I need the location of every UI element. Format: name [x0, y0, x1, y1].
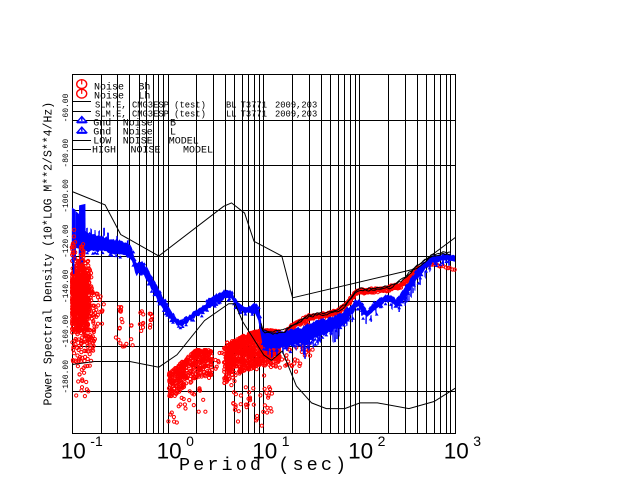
svg-text:L: L	[170, 128, 176, 139]
svg-text:-180.00: -180.00	[62, 360, 71, 394]
svg-text:-1: -1	[90, 433, 103, 449]
svg-text:Period (sec): Period (sec)	[179, 455, 349, 476]
svg-text:-80.00: -80.00	[62, 139, 71, 168]
svg-text:HIGH: HIGH	[92, 146, 116, 157]
svg-text:B: B	[170, 119, 176, 130]
svg-text:MODEL: MODEL	[183, 146, 213, 157]
svg-text:Bh: Bh	[138, 81, 150, 93]
svg-text:Power Spectral Density (10*LOG: Power Spectral Density (10*LOG M**2/S**4…	[43, 102, 56, 406]
svg-text:1: 1	[282, 433, 290, 449]
svg-text:NOISE: NOISE	[131, 146, 161, 157]
svg-text:NOISE: NOISE	[123, 137, 153, 148]
svg-text:Lh: Lh	[138, 90, 150, 102]
svg-text:MODEL: MODEL	[169, 137, 199, 148]
svg-text:10: 10	[348, 439, 373, 464]
svg-text:0: 0	[186, 433, 194, 449]
svg-text:SLM.E, CMG3ESP (test): SLM.E, CMG3ESP (test)	[95, 101, 206, 111]
svg-text:Noise: Noise	[123, 118, 153, 130]
svg-text:Gnd: Gnd	[93, 127, 111, 139]
svg-text:3: 3	[473, 433, 481, 449]
svg-text:2009,203: 2009,203	[275, 101, 317, 111]
svg-text:SLM.E, CMG3ESP (test): SLM.E, CMG3ESP (test)	[95, 110, 206, 120]
svg-text:Gnd: Gnd	[93, 118, 111, 130]
svg-text:-140.00: -140.00	[62, 269, 71, 303]
svg-text:Noise: Noise	[94, 90, 124, 102]
svg-text:10: 10	[61, 439, 86, 464]
svg-text:T3771: T3771	[241, 110, 267, 120]
svg-text:-100.00: -100.00	[62, 179, 71, 213]
svg-text:2: 2	[378, 433, 386, 449]
svg-text:Noise: Noise	[94, 81, 124, 93]
svg-text:10: 10	[252, 439, 277, 464]
svg-text:10: 10	[444, 439, 469, 464]
svg-text:-60.00: -60.00	[62, 93, 71, 122]
svg-text:LL: LL	[226, 110, 237, 120]
svg-text:-160.00: -160.00	[62, 315, 71, 349]
svg-text:10: 10	[157, 439, 182, 464]
svg-text:T3771: T3771	[241, 101, 267, 111]
svg-text:LOW: LOW	[93, 137, 111, 148]
svg-text:2009,203: 2009,203	[275, 110, 317, 120]
svg-text:BL: BL	[226, 101, 237, 111]
svg-text:Noise: Noise	[123, 127, 153, 139]
svg-text:-120.00: -120.00	[62, 224, 71, 258]
